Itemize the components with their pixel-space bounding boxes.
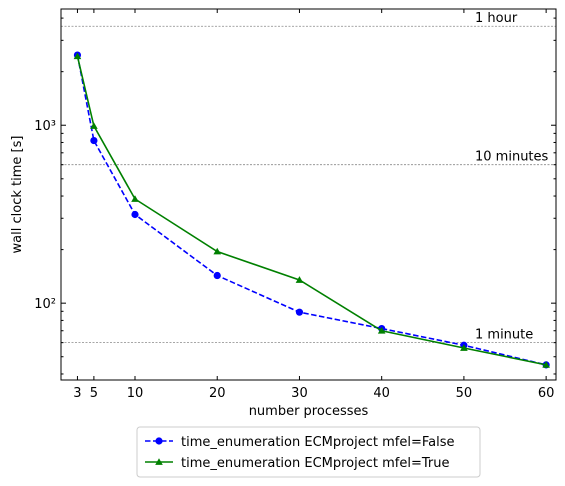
x-tick-label-1: 5 [90, 386, 98, 401]
x-tick-label-4: 30 [291, 386, 308, 401]
legend-label-1: time_enumeration ECMproject mfel=True [181, 456, 449, 471]
x-tick-label-5: 40 [373, 386, 390, 401]
series-line-0 [76, 54, 547, 366]
legend-marker-1 [155, 458, 163, 465]
data-point-1-6 [460, 344, 468, 351]
x-tick-label-3: 20 [209, 386, 226, 401]
data-point-1-0 [73, 52, 82, 60]
reference-label-1: 10 minutes [475, 150, 549, 165]
series-group [73, 51, 550, 369]
series-0 [73, 51, 550, 369]
y-axis-label: wall clock time [s] [10, 136, 25, 254]
x-tick-label-0: 3 [73, 386, 81, 401]
data-point-0-1 [90, 136, 98, 145]
legend-marker-0 [155, 437, 163, 445]
series-line-1 [76, 56, 547, 366]
x-tick-label-7: 60 [538, 386, 555, 401]
y-tick-label-1: 10³ [34, 119, 56, 134]
y-tick-label-0: 10² [34, 297, 56, 312]
legend-label-0: time_enumeration ECMproject mfel=False [181, 435, 455, 450]
plot-frame [60, 8, 557, 381]
data-point-1-7 [542, 361, 550, 368]
x-tick-label-2: 10 [127, 386, 144, 401]
data-point-1-4 [295, 276, 304, 283]
reference-lines: 1 hour 10 minutes 1 minute [61, 11, 556, 344]
data-point-1-1 [90, 122, 98, 129]
x-tick-label-6: 50 [456, 386, 473, 401]
legend: time_enumeration ECMproject mfel=False ti… [136, 426, 481, 478]
reference-label-2: 1 minute [475, 328, 533, 343]
y-axis: 10² 10³ [34, 17, 556, 375]
legend-box [136, 426, 481, 478]
data-point-0-2 [131, 210, 139, 219]
data-point-1-5 [377, 326, 386, 334]
series-1 [73, 52, 550, 368]
data-point-1-3 [213, 247, 222, 255]
reference-label-0: 1 hour [475, 11, 518, 26]
data-point-1-2 [131, 195, 139, 202]
data-point-0-3 [213, 271, 221, 280]
data-point-0-4 [295, 308, 304, 316]
x-axis-label: number processes [249, 404, 369, 419]
x-axis: 3 5 10 20 30 40 50 60 [73, 9, 554, 401]
